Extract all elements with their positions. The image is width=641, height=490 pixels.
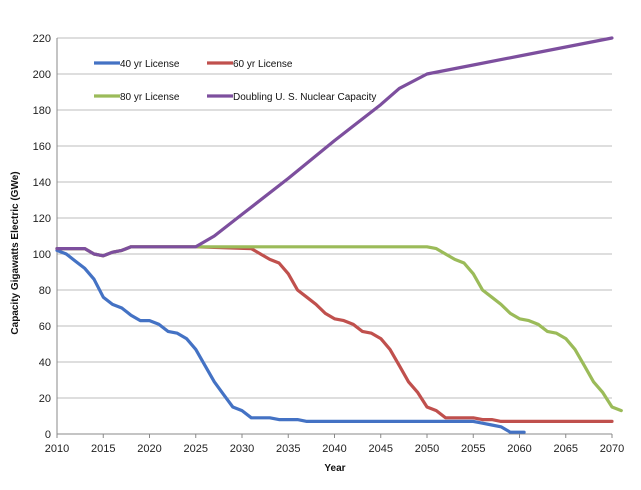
grid-layer xyxy=(57,37,612,435)
x-tick-label: 2065 xyxy=(554,443,578,455)
y-tick-label: 220 xyxy=(33,33,51,45)
x-tick-label: 2045 xyxy=(369,443,393,455)
y-tick-label: 40 xyxy=(39,357,51,369)
y-tick-label: 160 xyxy=(33,141,51,153)
series-line-40-yr-license xyxy=(55,248,526,434)
y-tick-label: 80 xyxy=(39,285,51,297)
y-tick-label: 20 xyxy=(39,393,51,405)
y-tick-label: 60 xyxy=(39,321,51,333)
y-tick-label: 120 xyxy=(33,213,51,225)
y-tick-label: 140 xyxy=(33,177,51,189)
series-line-80-yr-license xyxy=(55,245,623,413)
y-tick-label: 200 xyxy=(33,69,51,81)
legend-label: 60 yr License xyxy=(233,59,293,70)
x-tick-label: 2040 xyxy=(322,443,346,455)
y-axis-title: Capacity Gigawatts Electric (GWe) xyxy=(10,171,21,334)
x-tick-label: 2035 xyxy=(276,443,300,455)
y-tick-label: 0 xyxy=(45,429,51,441)
x-tick-label: 2020 xyxy=(137,443,161,455)
x-tick-label: 2010 xyxy=(45,443,69,455)
legend: 40 yr License 60 yr License 80 yr License D… xyxy=(94,59,376,103)
series-line-doubling-u-s-nuclear-capacity xyxy=(55,36,614,258)
x-tick-label: 2060 xyxy=(507,443,531,455)
x-tick-label: 2050 xyxy=(415,443,439,455)
legend-label: 40 yr License xyxy=(120,59,180,70)
x-tick-label: 2015 xyxy=(91,443,115,455)
y-tick-label: 100 xyxy=(33,249,51,261)
x-tick-label: 2030 xyxy=(230,443,254,455)
series-line-60-yr-license xyxy=(55,245,614,423)
x-tick-label: 2025 xyxy=(184,443,208,455)
legend-label: 80 yr License xyxy=(120,92,180,103)
y-tick-label: 180 xyxy=(33,105,51,117)
x-axis-title: Year xyxy=(324,463,345,474)
x-tick-label: 2055 xyxy=(461,443,485,455)
series-layer xyxy=(55,36,623,434)
legend-label: Doubling U. S. Nuclear Capacity xyxy=(233,92,376,103)
x-tick-label: 2070 xyxy=(600,443,624,455)
